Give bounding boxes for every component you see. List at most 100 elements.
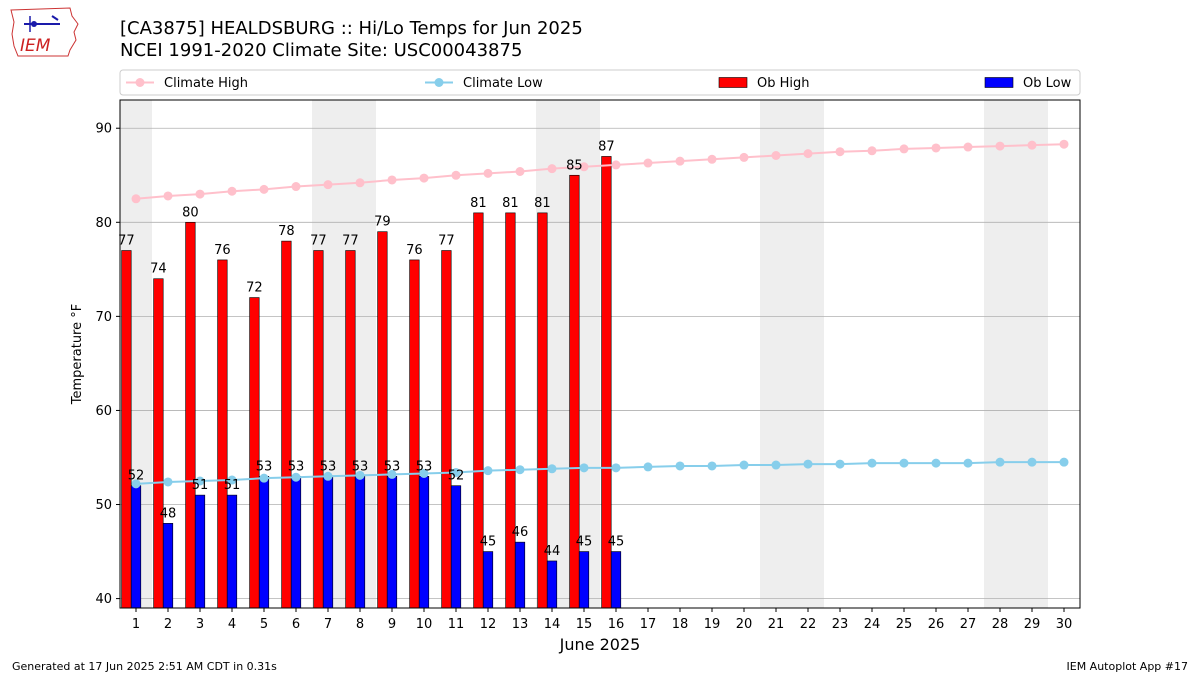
- x-tick-label: 25: [896, 617, 913, 632]
- legend-ob-low-label: Ob Low: [1023, 76, 1072, 91]
- climate-high-point: [323, 180, 333, 190]
- climate-low-point: [867, 458, 877, 468]
- y-axis-label: Temperature °F: [70, 304, 85, 405]
- ob-low-label: 52: [448, 469, 465, 484]
- ob-high-bar: [345, 250, 356, 609]
- ob-high-bar: [505, 212, 516, 609]
- ob-low-bar: [578, 551, 590, 609]
- ob-high-bar: [281, 240, 292, 609]
- ob-high-label: 85: [566, 158, 583, 173]
- ob-high-bar: [217, 259, 228, 609]
- climate-high-point: [419, 173, 429, 183]
- climate-low-point: [483, 466, 493, 476]
- ob-low-bar: [258, 475, 270, 609]
- ob-low-bar: [546, 560, 558, 609]
- ob-high-bar: [313, 250, 324, 609]
- ob-high-label: 72: [246, 281, 263, 296]
- x-axis-label: June 2025: [559, 635, 641, 654]
- ob-low-bar: [418, 475, 430, 609]
- y-tick-label: 90: [95, 122, 112, 137]
- climate-high-point: [739, 152, 749, 162]
- x-tick-label: 4: [228, 617, 236, 632]
- ob-low-bar: [226, 494, 238, 609]
- climate-high-line: [135, 143, 1065, 200]
- climate-high-point: [931, 143, 941, 153]
- climate-high-point: [867, 146, 877, 156]
- climate-low-point: [355, 470, 365, 480]
- climate-high-point: [1059, 139, 1069, 149]
- x-tick-label: 22: [800, 617, 817, 632]
- x-tick-label: 27: [960, 617, 977, 632]
- ob-low-label: 46: [512, 525, 529, 540]
- climate-high-point: [195, 189, 205, 199]
- climate-low-point: [323, 471, 333, 481]
- x-tick-label: 6: [292, 617, 300, 632]
- climate-low-point: [227, 475, 237, 485]
- ob-low-label: 45: [480, 535, 497, 550]
- legend-box: [119, 69, 1081, 96]
- climate-high-point: [1027, 140, 1037, 150]
- chart-subtitle: NCEI 1991-2020 Climate Site: USC00043875: [120, 40, 523, 61]
- climate-high-point: [675, 156, 685, 166]
- ob-high-label: 77: [118, 234, 135, 249]
- climate-low-point: [675, 461, 685, 471]
- x-tick-label: 7: [324, 617, 332, 632]
- climate-low-point: [611, 463, 621, 473]
- ob-low-bar: [354, 475, 366, 609]
- y-tick-label: 50: [95, 498, 112, 513]
- iowa-outline-icon: [10, 7, 79, 57]
- footer-generated: Generated at 17 Jun 2025 2:51 AM CDT in …: [12, 660, 277, 673]
- climate-low-point: [643, 462, 653, 472]
- ob-low-bar: [290, 475, 302, 609]
- x-tick-label: 14: [544, 617, 561, 632]
- climate-high-point: [163, 191, 173, 201]
- climate-high-point: [579, 162, 589, 172]
- x-tick-label: 10: [416, 617, 433, 632]
- grid-lines: [120, 127, 1080, 599]
- ob-low-label: 44: [544, 544, 561, 559]
- climate-high-point: [835, 147, 845, 157]
- ob-high-bar: [153, 278, 164, 609]
- climate-high-point: [611, 160, 621, 170]
- x-tick-label: 23: [832, 617, 849, 632]
- legend-ob-high-swatch: [718, 77, 748, 88]
- climate-high-point: [771, 151, 781, 161]
- climate-high-point: [803, 149, 813, 159]
- climate-low-point: [739, 460, 749, 470]
- ob-high-label: 78: [278, 224, 295, 239]
- ob-high-bar: [185, 221, 196, 609]
- ob-low-bar: [610, 551, 622, 609]
- weekend-span: [984, 100, 1048, 608]
- x-tick-label: 21: [768, 617, 785, 632]
- climate-high-point: [515, 166, 525, 176]
- ob-low-label: 52: [128, 469, 145, 484]
- ob-low-label: 51: [224, 478, 241, 493]
- ob-high-bar: [409, 259, 420, 609]
- climate-lines: [131, 139, 1069, 489]
- ob-high-label: 81: [470, 196, 487, 211]
- y-tick-label: 40: [95, 592, 112, 607]
- plot-frame: [119, 99, 1081, 609]
- ob-high-bar: [377, 231, 388, 609]
- x-tick-label: 11: [448, 617, 465, 632]
- ob-low-bar: [450, 485, 462, 609]
- climate-low-point: [131, 479, 141, 489]
- climate-low-point: [899, 458, 909, 468]
- ob-high-bar: [249, 297, 260, 609]
- ob-low-label: 53: [288, 459, 305, 474]
- legend-climate-low-label: Climate Low: [463, 76, 543, 91]
- ob-low-label: 53: [352, 459, 369, 474]
- climate-low-point: [579, 463, 589, 473]
- x-tick-label: 17: [640, 617, 657, 632]
- ob-low-label: 45: [576, 535, 593, 550]
- ob-low-label: 48: [160, 506, 177, 521]
- y-tick-label: 70: [95, 310, 112, 325]
- legend-climate-high-label: Climate High: [164, 76, 248, 91]
- climate-low-point: [259, 473, 269, 483]
- climate-low-point: [1059, 457, 1069, 467]
- ob-low-label: 53: [256, 459, 273, 474]
- chart-title: [CA3875] HEALDSBURG :: Hi/Lo Temps for J…: [120, 18, 583, 39]
- legend-climate-high-marker: [135, 78, 145, 87]
- weekend-span: [760, 100, 824, 608]
